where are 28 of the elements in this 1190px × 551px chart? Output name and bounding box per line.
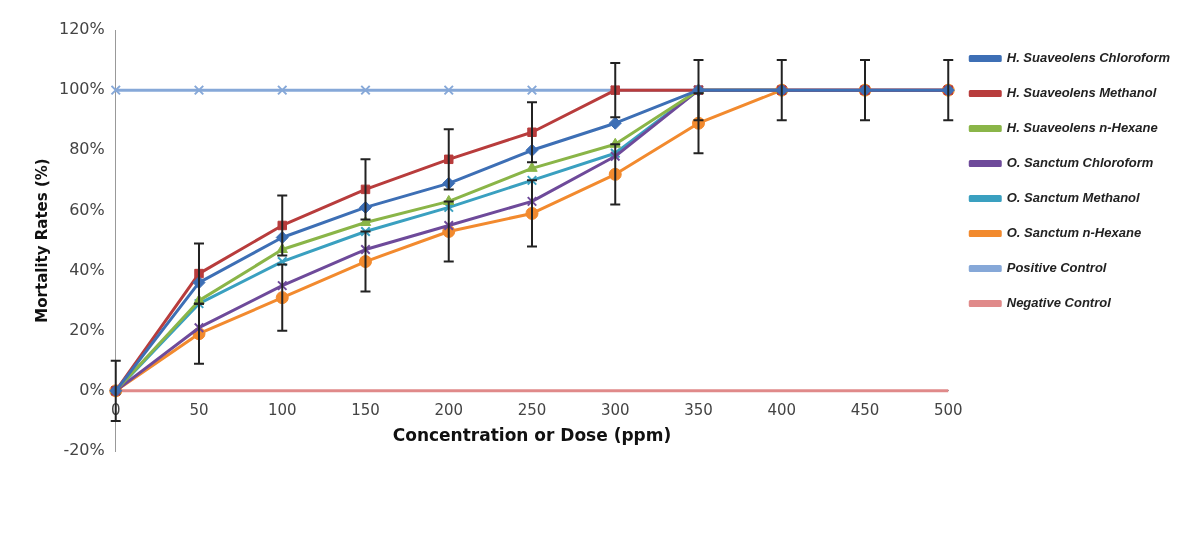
y-tick-label: 60% xyxy=(69,199,105,219)
legend-label: O. Sanctum Methanol xyxy=(1006,190,1141,206)
legend-label: H. Suaveolens n-Hexane xyxy=(1006,120,1158,136)
y-tick-label: 80% xyxy=(69,139,105,159)
y-tick-label: 100% xyxy=(58,79,105,99)
legend-label: Positive Control xyxy=(1006,260,1107,276)
legend-label: H. Suaveolens Chloroform xyxy=(1006,50,1171,66)
legend-label: O. Sanctum n-Hexane xyxy=(1006,225,1142,241)
x-tick-label: 250 xyxy=(517,400,547,419)
x-tick-label: 50 xyxy=(189,400,209,419)
x-tick-label: 400 xyxy=(767,400,797,419)
x-tick-label: 300 xyxy=(600,400,630,419)
y-tick-label: 20% xyxy=(69,319,105,339)
y-axis-title: Mortality Rates (%) xyxy=(32,158,51,323)
x-tick-label: 450 xyxy=(850,400,880,419)
x-tick-label: 100 xyxy=(267,400,297,419)
x-tick-label: 500 xyxy=(933,400,963,419)
legend-label: H. Suaveolens Methanol xyxy=(1006,85,1157,101)
x-tick-label: 200 xyxy=(434,400,464,419)
legend-label: O. Sanctum Chloroform xyxy=(1006,155,1154,171)
y-tick-label: 40% xyxy=(69,259,105,279)
x-tick-label: 150 xyxy=(351,400,380,419)
x-axis-title: Concentration or Dose (ppm) xyxy=(392,425,672,446)
legend-label: Negative Control xyxy=(1006,295,1112,311)
y-tick-label: -20% xyxy=(63,440,105,460)
y-tick-label: 120% xyxy=(58,19,105,39)
y-tick-label: 0% xyxy=(79,380,105,400)
x-tick-label: 350 xyxy=(684,400,713,419)
